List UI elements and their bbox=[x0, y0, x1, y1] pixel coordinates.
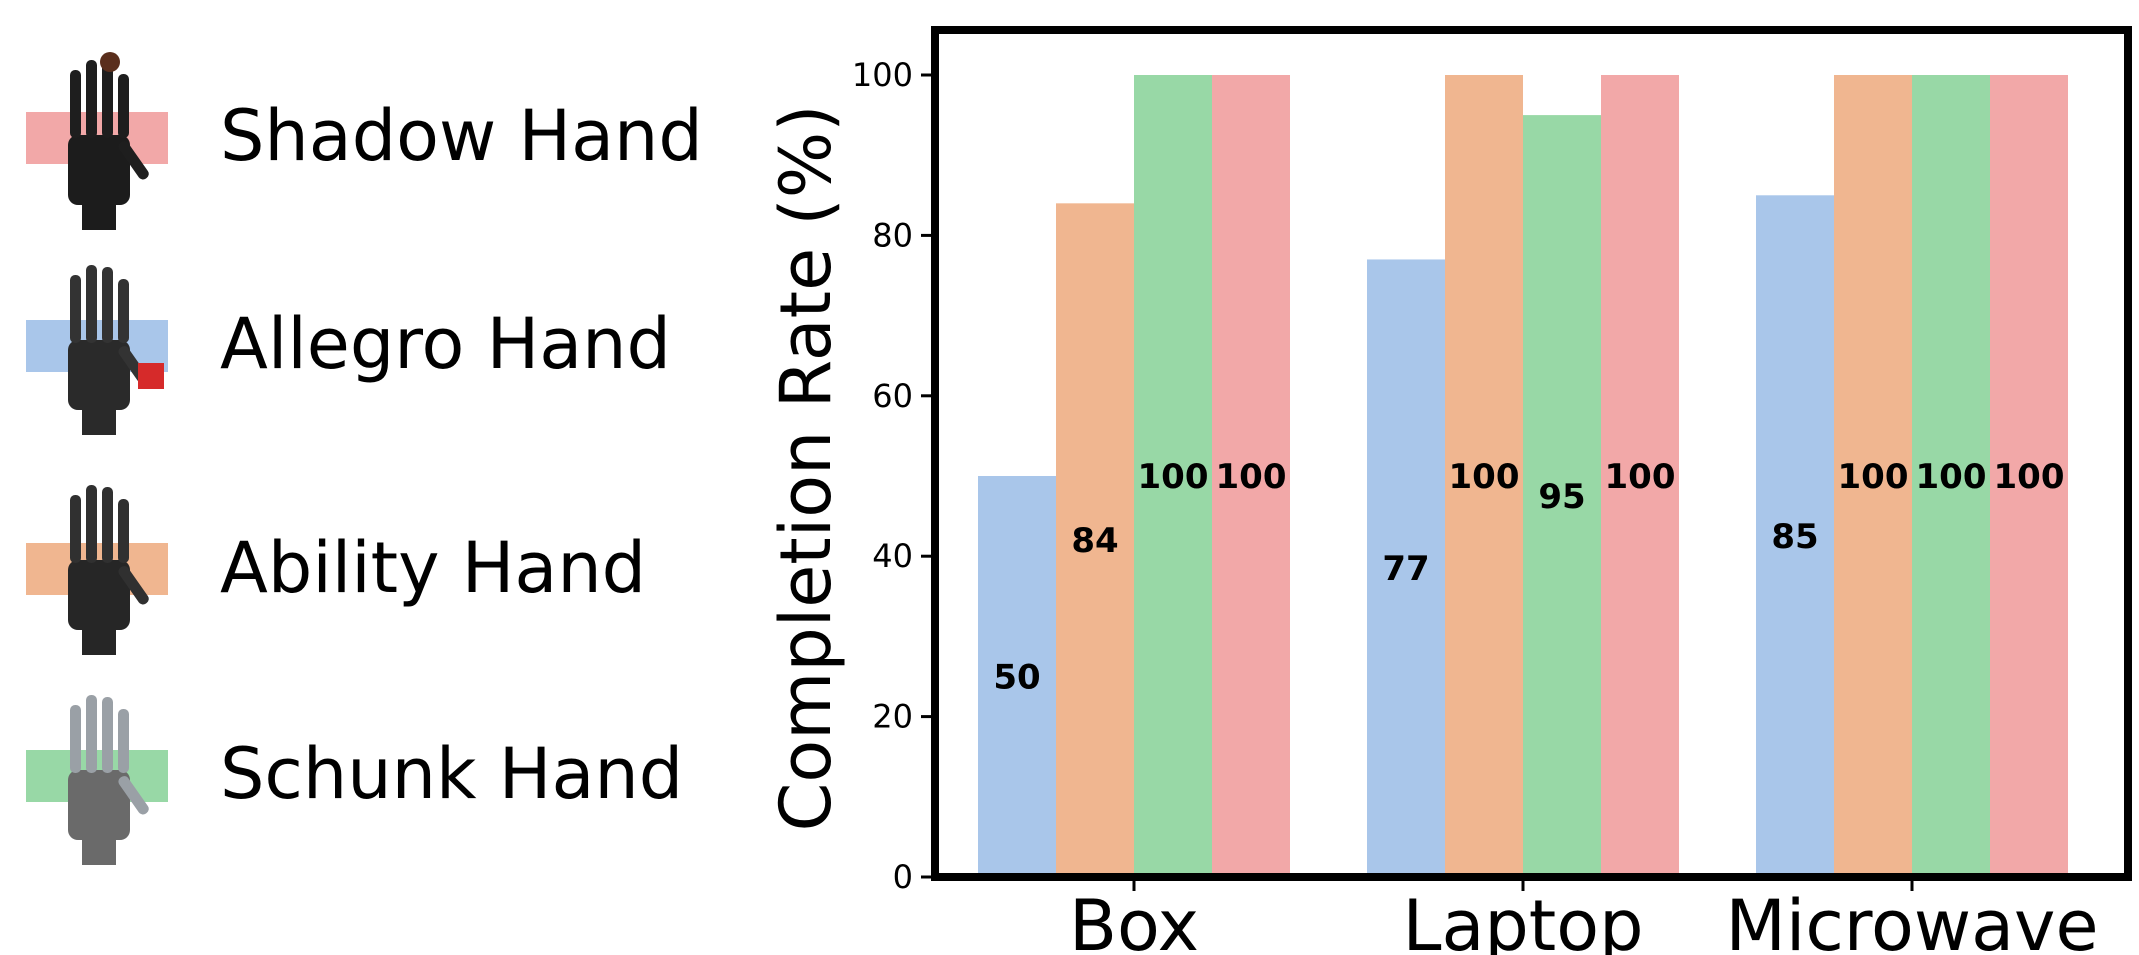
data-label: 100 bbox=[1138, 457, 1209, 497]
x-tick-label: Microwave bbox=[1725, 885, 2098, 955]
bar bbox=[1134, 75, 1212, 877]
bar bbox=[1834, 75, 1912, 877]
y-tick-label: 100 bbox=[852, 56, 913, 94]
shadow-hand-icon bbox=[68, 52, 149, 230]
data-label: 100 bbox=[1216, 457, 1287, 497]
bar bbox=[1756, 195, 1834, 878]
bar bbox=[1523, 115, 1601, 878]
legend-label: Ability Hand bbox=[220, 527, 647, 609]
x-tick-label: Laptop bbox=[1402, 885, 1643, 955]
data-label: 50 bbox=[993, 658, 1040, 698]
bar bbox=[1912, 75, 1990, 877]
y-tick-label: 40 bbox=[872, 537, 913, 575]
data-label: 85 bbox=[1771, 517, 1818, 557]
legend-item: Ability Hand bbox=[0, 465, 740, 665]
y-tick-label: 80 bbox=[872, 216, 913, 254]
legend-item: Allegro Hand bbox=[0, 245, 740, 445]
x-tick-label: Box bbox=[1069, 885, 1199, 955]
legend-item: Schunk Hand bbox=[0, 675, 740, 875]
data-label: 77 bbox=[1382, 549, 1429, 589]
data-label: 100 bbox=[1838, 457, 1909, 497]
y-tick-label: 60 bbox=[872, 377, 913, 415]
allegro-hand-icon bbox=[68, 265, 164, 435]
bar bbox=[1601, 75, 1679, 877]
legend-label: Shadow Hand bbox=[220, 95, 703, 177]
bar bbox=[978, 476, 1056, 877]
bar bbox=[1990, 75, 2068, 877]
data-label: 100 bbox=[1994, 457, 2065, 497]
data-label: 100 bbox=[1605, 457, 1676, 497]
legend-label: Allegro Hand bbox=[220, 303, 671, 385]
plot-frame bbox=[931, 26, 2132, 881]
bar bbox=[1445, 75, 1523, 877]
y-axis-title: Completion Rate (%) bbox=[765, 104, 847, 831]
bar bbox=[1056, 203, 1134, 877]
data-label: 84 bbox=[1071, 521, 1118, 561]
y-tick-label: 0 bbox=[893, 858, 913, 896]
data-label: 100 bbox=[1449, 457, 1520, 497]
bar bbox=[1367, 259, 1445, 878]
data-label: 95 bbox=[1538, 477, 1585, 517]
bar bbox=[1212, 75, 1290, 877]
legend-item: Shadow Hand bbox=[0, 40, 740, 240]
schunk-hand-icon bbox=[68, 695, 149, 865]
ability-hand-icon bbox=[68, 485, 149, 655]
legend-label: Schunk Hand bbox=[220, 733, 684, 815]
data-label: 100 bbox=[1916, 457, 1987, 497]
y-tick-label: 20 bbox=[872, 698, 913, 736]
legend: Shadow Hand Allegro Hand Ability Hand Schun… bbox=[0, 0, 740, 955]
